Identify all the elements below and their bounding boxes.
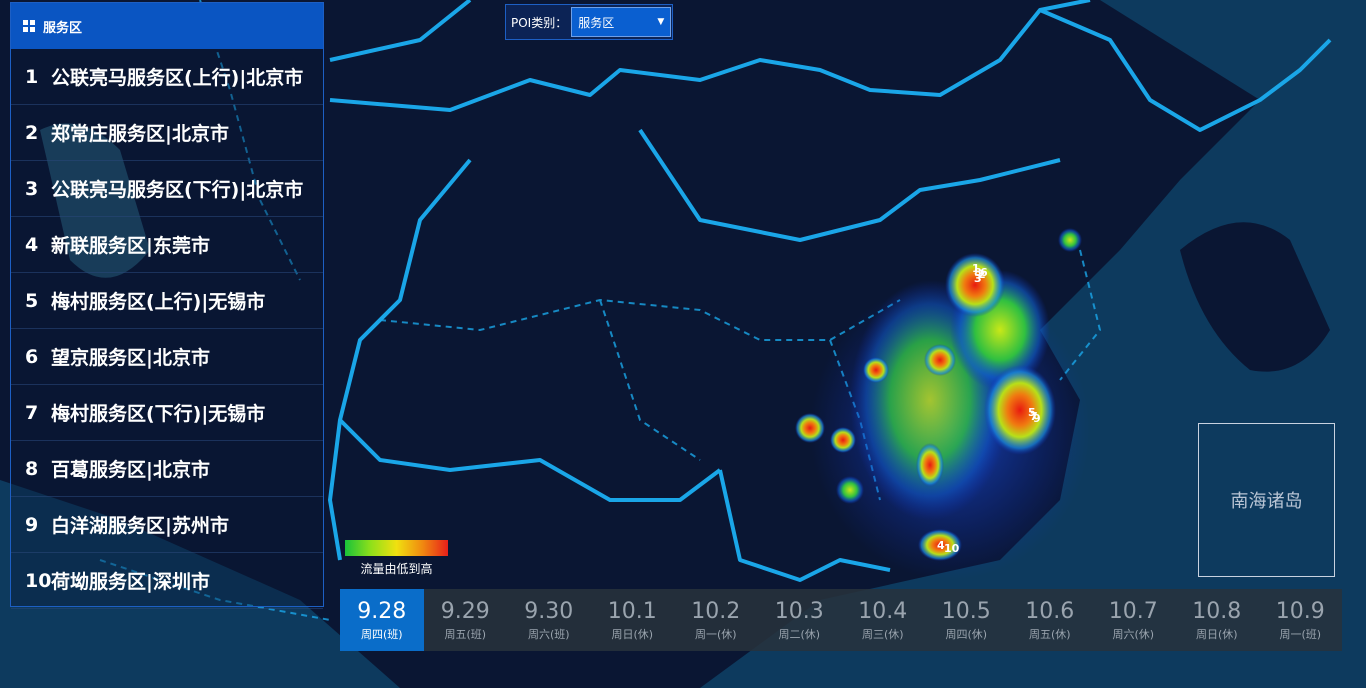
rank: 4 bbox=[25, 233, 39, 256]
date: 10.9 bbox=[1275, 598, 1325, 624]
map-marker-label: 4 bbox=[937, 539, 945, 552]
ranking-item[interactable]: 6 望京服务区|北京市 bbox=[11, 329, 323, 385]
ranking-list: 1 公联亮马服务区(上行)|北京市 2 郑常庄服务区|北京市 3 公联亮马服务区(下行)|… bbox=[11, 49, 323, 609]
date: 10.2 bbox=[691, 598, 741, 624]
rank: 5 bbox=[25, 289, 39, 312]
timeline-day[interactable]: 10.1 周日(休) bbox=[591, 589, 675, 651]
ranking-item[interactable]: 4 新联服务区|东莞市 bbox=[11, 217, 323, 273]
weekday: 周一(休) bbox=[694, 627, 737, 641]
date: 10.7 bbox=[1108, 598, 1158, 624]
station-name: 荷坳服务区|深圳市 bbox=[51, 571, 210, 593]
rank: 3 bbox=[25, 177, 39, 200]
weekday: 周一(班) bbox=[1279, 627, 1322, 641]
date: 10.3 bbox=[774, 598, 824, 624]
timeline-day[interactable]: 10.6 周五(休) bbox=[1008, 589, 1092, 651]
timeline-day[interactable]: 9.28 周四(班) bbox=[340, 589, 424, 651]
date: 10.6 bbox=[1025, 598, 1075, 624]
map-marker-label: 7 bbox=[1030, 410, 1038, 423]
weekday: 周二(休) bbox=[778, 627, 821, 641]
weekday: 周六(休) bbox=[1112, 627, 1155, 641]
weekday: 周日(休) bbox=[1195, 627, 1238, 641]
rank: 9 bbox=[25, 513, 39, 536]
weekday: 周四(休) bbox=[945, 627, 988, 641]
map-marker-label: 8 bbox=[974, 266, 982, 279]
timeline: 9.28 周四(班) 9.29 周五(班) 9.30 周六(班) 10.1 周日(休) 10.2… bbox=[340, 589, 1342, 651]
date: 10.5 bbox=[941, 598, 991, 624]
poi-filter: POI类别： 服务区 ▼ bbox=[505, 4, 673, 40]
map-marker-label: 5 bbox=[1028, 406, 1036, 419]
ranking-item[interactable]: 3 公联亮马服务区(下行)|北京市 bbox=[11, 161, 323, 217]
ranking-item[interactable]: 8 百葛服务区|北京市 bbox=[11, 441, 323, 497]
legend: 流量由低到高 bbox=[345, 540, 448, 577]
date: 9.30 bbox=[524, 598, 574, 624]
weekday: 周五(班) bbox=[444, 627, 487, 641]
station-name: 望京服务区|北京市 bbox=[51, 347, 210, 369]
ranking-item[interactable]: 9 白洋湖服务区|苏州市 bbox=[11, 497, 323, 553]
timeline-day[interactable]: 10.3 周二(休) bbox=[758, 589, 842, 651]
ranking-item[interactable]: 5 梅村服务区(上行)|无锡市 bbox=[11, 273, 323, 329]
map-marker-label: 6 bbox=[980, 266, 988, 279]
weekday: 周四(班) bbox=[360, 627, 403, 641]
poi-dropdown[interactable]: 服务区 ▼ bbox=[571, 7, 672, 37]
station-name: 梅村服务区(下行)|无锡市 bbox=[51, 403, 266, 425]
date: 9.28 bbox=[357, 598, 407, 624]
timeline-day[interactable]: 9.30 周六(班) bbox=[507, 589, 591, 651]
rank: 8 bbox=[25, 457, 39, 480]
timeline-day[interactable]: 10.5 周四(休) bbox=[925, 589, 1009, 651]
station-name: 公联亮马服务区(下行)|北京市 bbox=[51, 179, 304, 201]
ranking-item[interactable]: 1 公联亮马服务区(上行)|北京市 bbox=[11, 49, 323, 105]
rank: 1 bbox=[25, 65, 39, 88]
map-marker-label: 9 bbox=[1033, 412, 1041, 425]
station-name: 郑常庄服务区|北京市 bbox=[51, 123, 229, 145]
station-name: 白洋湖服务区|苏州市 bbox=[51, 515, 229, 537]
rank: 6 bbox=[25, 345, 39, 368]
poi-value: 服务区 bbox=[578, 15, 615, 30]
weekday: 周三(休) bbox=[861, 627, 904, 641]
map-marker-label: 3 bbox=[974, 272, 982, 285]
map-marker-label: 2 bbox=[978, 268, 986, 281]
inset-map: 南海诸岛 bbox=[1198, 423, 1335, 577]
poi-label: POI类别： bbox=[511, 15, 568, 30]
station-name: 公联亮马服务区(上行)|北京市 bbox=[51, 67, 304, 89]
rank: 7 bbox=[25, 401, 39, 424]
station-name: 百葛服务区|北京市 bbox=[51, 459, 210, 481]
timeline-day[interactable]: 10.7 周六(休) bbox=[1092, 589, 1176, 651]
rank: 2 bbox=[25, 121, 39, 144]
timeline-day[interactable]: 10.8 周日(休) bbox=[1175, 589, 1259, 651]
ranking-item[interactable]: 10 荷坳服务区|深圳市 bbox=[11, 553, 323, 609]
station-name: 梅村服务区(上行)|无锡市 bbox=[51, 291, 266, 313]
ranking-panel: 服务区 1 公联亮马服务区(上行)|北京市 2 郑常庄服务区|北京市 3 公联亮马服务区(… bbox=[10, 2, 324, 609]
date: 10.1 bbox=[607, 598, 657, 624]
date: 10.8 bbox=[1192, 598, 1242, 624]
map-marker-label: 1 bbox=[972, 262, 980, 275]
inset-label: 南海诸岛 bbox=[1230, 491, 1303, 512]
timeline-day[interactable]: 10.2 周一(休) bbox=[674, 589, 758, 651]
ranking-item[interactable]: 2 郑常庄服务区|北京市 bbox=[11, 105, 323, 161]
station-name: 新联服务区|东莞市 bbox=[51, 235, 210, 257]
weekday: 周日(休) bbox=[611, 627, 654, 641]
ranking-item[interactable]: 7 梅村服务区(下行)|无锡市 bbox=[11, 385, 323, 441]
heatmap bbox=[795, 228, 1090, 580]
weekday: 周六(班) bbox=[527, 627, 570, 641]
date: 10.4 bbox=[858, 598, 908, 624]
weekday: 周五(休) bbox=[1028, 627, 1071, 641]
date: 9.29 bbox=[440, 598, 490, 624]
panel-header: 服务区 bbox=[11, 3, 323, 49]
map-marker-label: 10 bbox=[944, 542, 960, 555]
timeline-day[interactable]: 10.4 周三(休) bbox=[841, 589, 925, 651]
legend-gradient bbox=[345, 540, 448, 556]
timeline-day[interactable]: 10.9 周一(班) bbox=[1259, 589, 1343, 651]
panel-title: 服务区 bbox=[43, 20, 83, 36]
rank: 10 bbox=[25, 569, 52, 592]
timeline-day[interactable]: 9.29 周五(班) bbox=[424, 589, 508, 651]
legend-label: 流量由低到高 bbox=[360, 562, 433, 576]
